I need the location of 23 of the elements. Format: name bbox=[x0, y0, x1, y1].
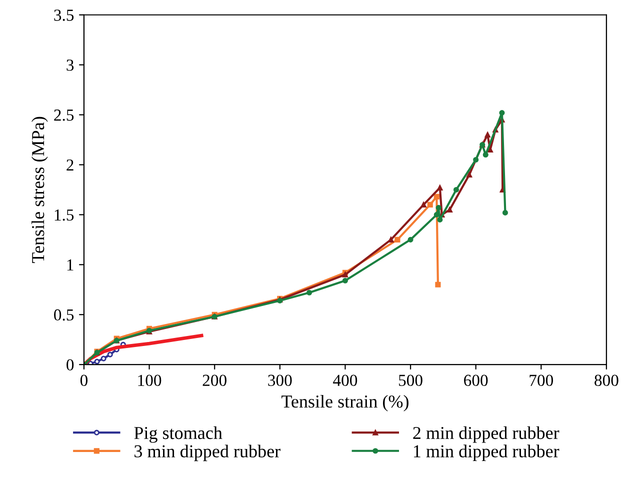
x-tick-label: 500 bbox=[398, 374, 422, 386]
x-tick-label: 400 bbox=[333, 374, 358, 386]
y-tick-label: 1.5 bbox=[54, 209, 74, 221]
y-tick-label: 0 bbox=[66, 359, 74, 371]
x-tick-label: 600 bbox=[464, 374, 488, 386]
x-tick-label: 800 bbox=[594, 374, 618, 386]
legend-label: 3 min dipped rubber bbox=[134, 444, 280, 462]
x-tick-label: 300 bbox=[268, 374, 292, 386]
y-tick-label: 2 bbox=[66, 159, 74, 171]
x-tick-label: 700 bbox=[530, 374, 554, 386]
legend-label: Pig stomach bbox=[134, 426, 222, 443]
x-axis-title: Tensile strain (%) bbox=[281, 394, 408, 412]
x-tick-label: 0 bbox=[80, 374, 88, 386]
y-tick-label: 2.5 bbox=[54, 110, 74, 121]
legend-label: 2 min dipped rubber bbox=[413, 426, 560, 443]
y-tick-label: 1 bbox=[67, 259, 74, 270]
y-tick-label: 3.5 bbox=[54, 10, 74, 21]
legend-label: 1 min dipped rubber bbox=[414, 444, 560, 462]
y-tick-label: 0.5 bbox=[54, 309, 74, 321]
y-axis-title: Tensile stress (MPa) bbox=[31, 116, 48, 263]
x-tick-label: 200 bbox=[202, 374, 226, 386]
x-tick-label: 100 bbox=[138, 374, 162, 386]
y-tick-label: 3 bbox=[66, 60, 74, 71]
